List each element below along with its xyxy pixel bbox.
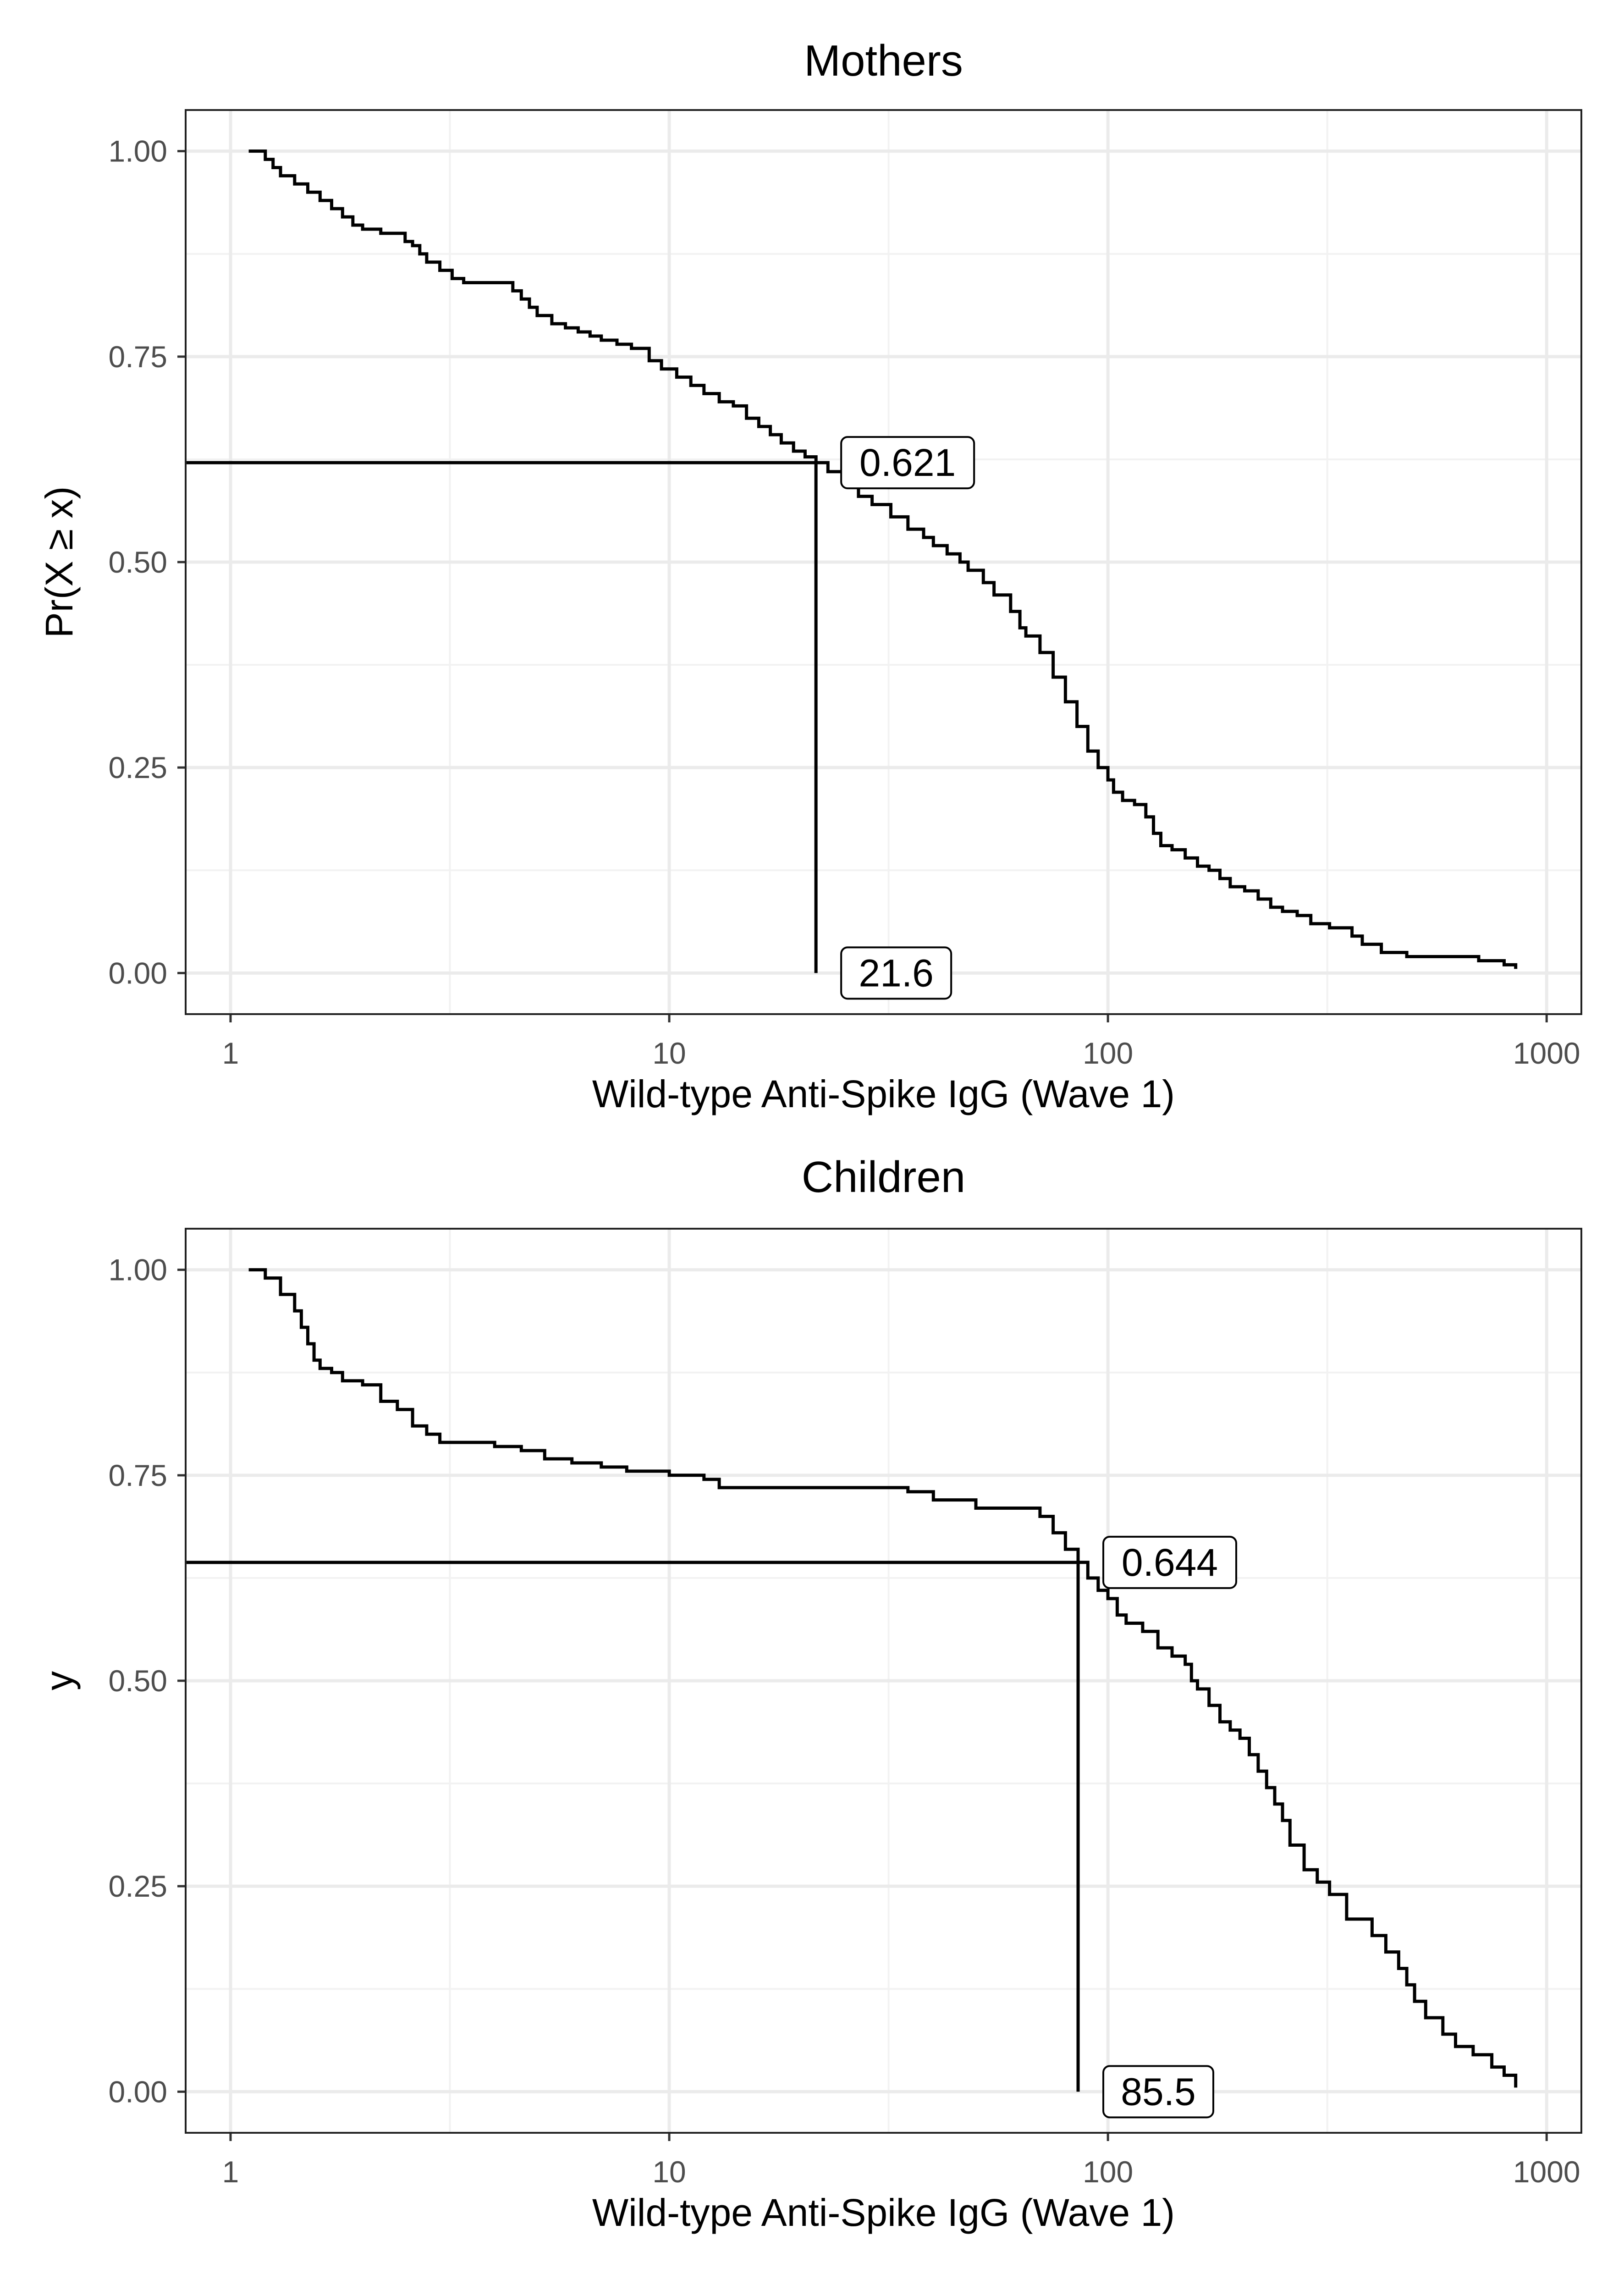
chart-1-x-axis-title: Wild-type Anti-Spike IgG (Wave 1) [592, 2191, 1175, 2234]
chart-1-title: Children [802, 1153, 966, 1202]
chart-1-plot-frame [185, 1228, 1582, 2134]
chart-0-y-tick-label: 0.75 [109, 340, 167, 374]
chart-1-y-tick-label: 0.50 [109, 1664, 167, 1698]
chart-1-x-tick-label: 10 [652, 2155, 686, 2189]
chart-1-x-tick-label: 1 [222, 2155, 239, 2189]
chart-1-y-tick-label: 0.75 [109, 1458, 167, 1492]
chart-0-plot-frame [185, 109, 1582, 1015]
chart-0-y-annotation-label-box [840, 436, 975, 490]
chart-1-y-tick-label: 0.25 [109, 1869, 167, 1903]
chart-0-x-tick-label: 1 [222, 1036, 239, 1070]
chart-0-series-line-0 [248, 149, 1518, 969]
chart-0-y-axis-title: Pr(X ≥ x) [38, 486, 81, 638]
chart-1-x-annotation-label: 85.5 [1121, 2070, 1196, 2113]
chart-0-x-tick-label: 1000 [1513, 1036, 1580, 1070]
chart-1-series-line-0 [248, 1268, 1518, 2088]
chart-1-y-tick-label: 1.00 [109, 1253, 167, 1287]
chart-1-y-axis-title: y [38, 1671, 81, 1690]
chart-0-y-tick-label: 0.25 [109, 751, 167, 784]
chart-0-x-annotation-label-box [840, 946, 952, 1000]
chart-1-y-tick-label: 0.00 [109, 2075, 167, 2108]
chart-0-y-tick-label: 0.00 [109, 956, 167, 990]
chart-0-x-annotation-label: 21.6 [859, 951, 934, 994]
chart-0-y-tick-label: 1.00 [109, 134, 167, 168]
chart-0-x-tick-label: 10 [652, 1036, 686, 1070]
chart-0-y-tick-label: 0.50 [109, 545, 167, 579]
panel-mothers: 1 10 100 1000 0.00 0.25 0.50 0.75 1.00 0.621 21.6 M… [38, 36, 1582, 1115]
chart-1-x-annotation-label-box [1102, 2065, 1215, 2119]
chart-1-x-tick-label: 1000 [1513, 2155, 1580, 2189]
chart-0-x-axis-title: Wild-type Anti-Spike IgG (Wave 1) [592, 1072, 1175, 1115]
chart-0-y-annotation-label: 0.621 [859, 441, 956, 484]
chart-0-x-tick-label: 100 [1083, 1036, 1133, 1070]
chart-1-y-annotation-label-box [1102, 1535, 1238, 1589]
panel-children: 1 10 100 1000 0.00 0.25 0.50 0.75 1.00 0.644 85.5 C… [38, 1153, 1582, 2234]
chart-1-x-tick-label: 100 [1083, 2155, 1133, 2189]
chart-1-y-annotation-label: 0.644 [1122, 1541, 1218, 1584]
chart-0-title: Mothers [804, 36, 963, 85]
